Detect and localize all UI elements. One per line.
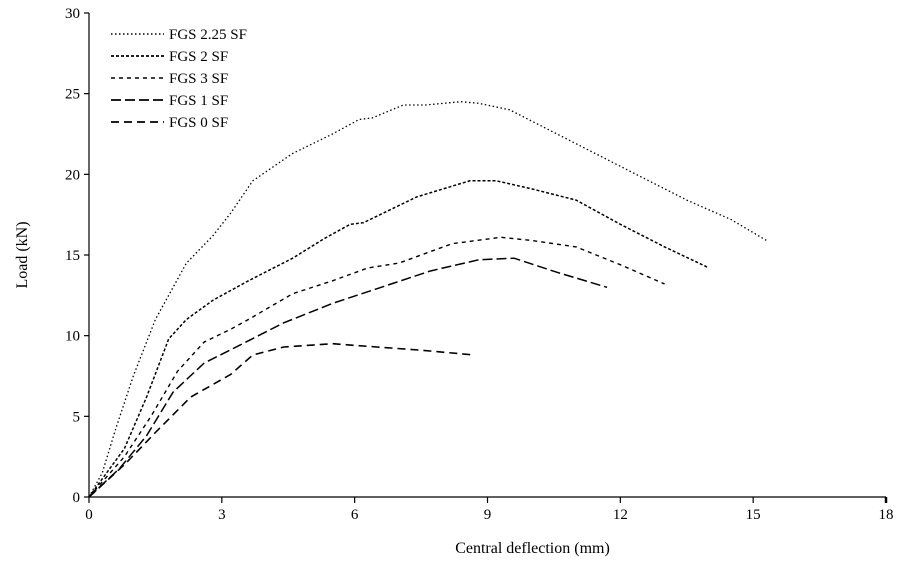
legend-label-0: FGS 2.25 SF (169, 27, 247, 43)
y-tick-label: 20 (65, 167, 80, 183)
series-line-0 (88, 101, 767, 498)
axes (84, 12, 888, 503)
series-line-1 (88, 180, 710, 498)
legend-label-2: FGS 3 SF (169, 71, 228, 87)
legend-label-1: FGS 2 SF (169, 49, 228, 65)
y-tick-label: 0 (73, 490, 81, 506)
y-tick-label: 15 (65, 248, 80, 264)
legend: FGS 2.25 SF FGS 2 SF FGS 3 SF FGS 1 SF FGS 0… (111, 27, 247, 131)
tick-labels: 0 5 10 15 20 25 30 0 3 6 9 12 15 18 (65, 6, 894, 523)
y-tick-label: 10 (65, 329, 80, 345)
y-axis-label: Load (kN) (14, 221, 31, 288)
x-tick-label: 12 (613, 507, 628, 523)
y-tick-label: 30 (65, 6, 80, 22)
x-tick-label: 18 (879, 507, 894, 523)
legend-label-4: FGS 0 SF (169, 115, 228, 131)
x-tick-label: 6 (351, 507, 359, 523)
x-tick-label: 3 (218, 507, 226, 523)
x-axis-label: Central deflection (mm) (455, 540, 610, 557)
series-line-2 (88, 236, 665, 498)
series-line-4 (88, 342, 475, 498)
series-line-3 (88, 257, 608, 498)
legend-label-3: FGS 1 SF (169, 93, 228, 109)
y-tick-label: 5 (73, 409, 81, 425)
series-lines (88, 101, 767, 498)
y-tick-label: 25 (65, 87, 80, 103)
x-tick-label: 15 (746, 507, 761, 523)
x-tick-label: 9 (484, 507, 492, 523)
x-tick-label: 0 (85, 507, 93, 523)
